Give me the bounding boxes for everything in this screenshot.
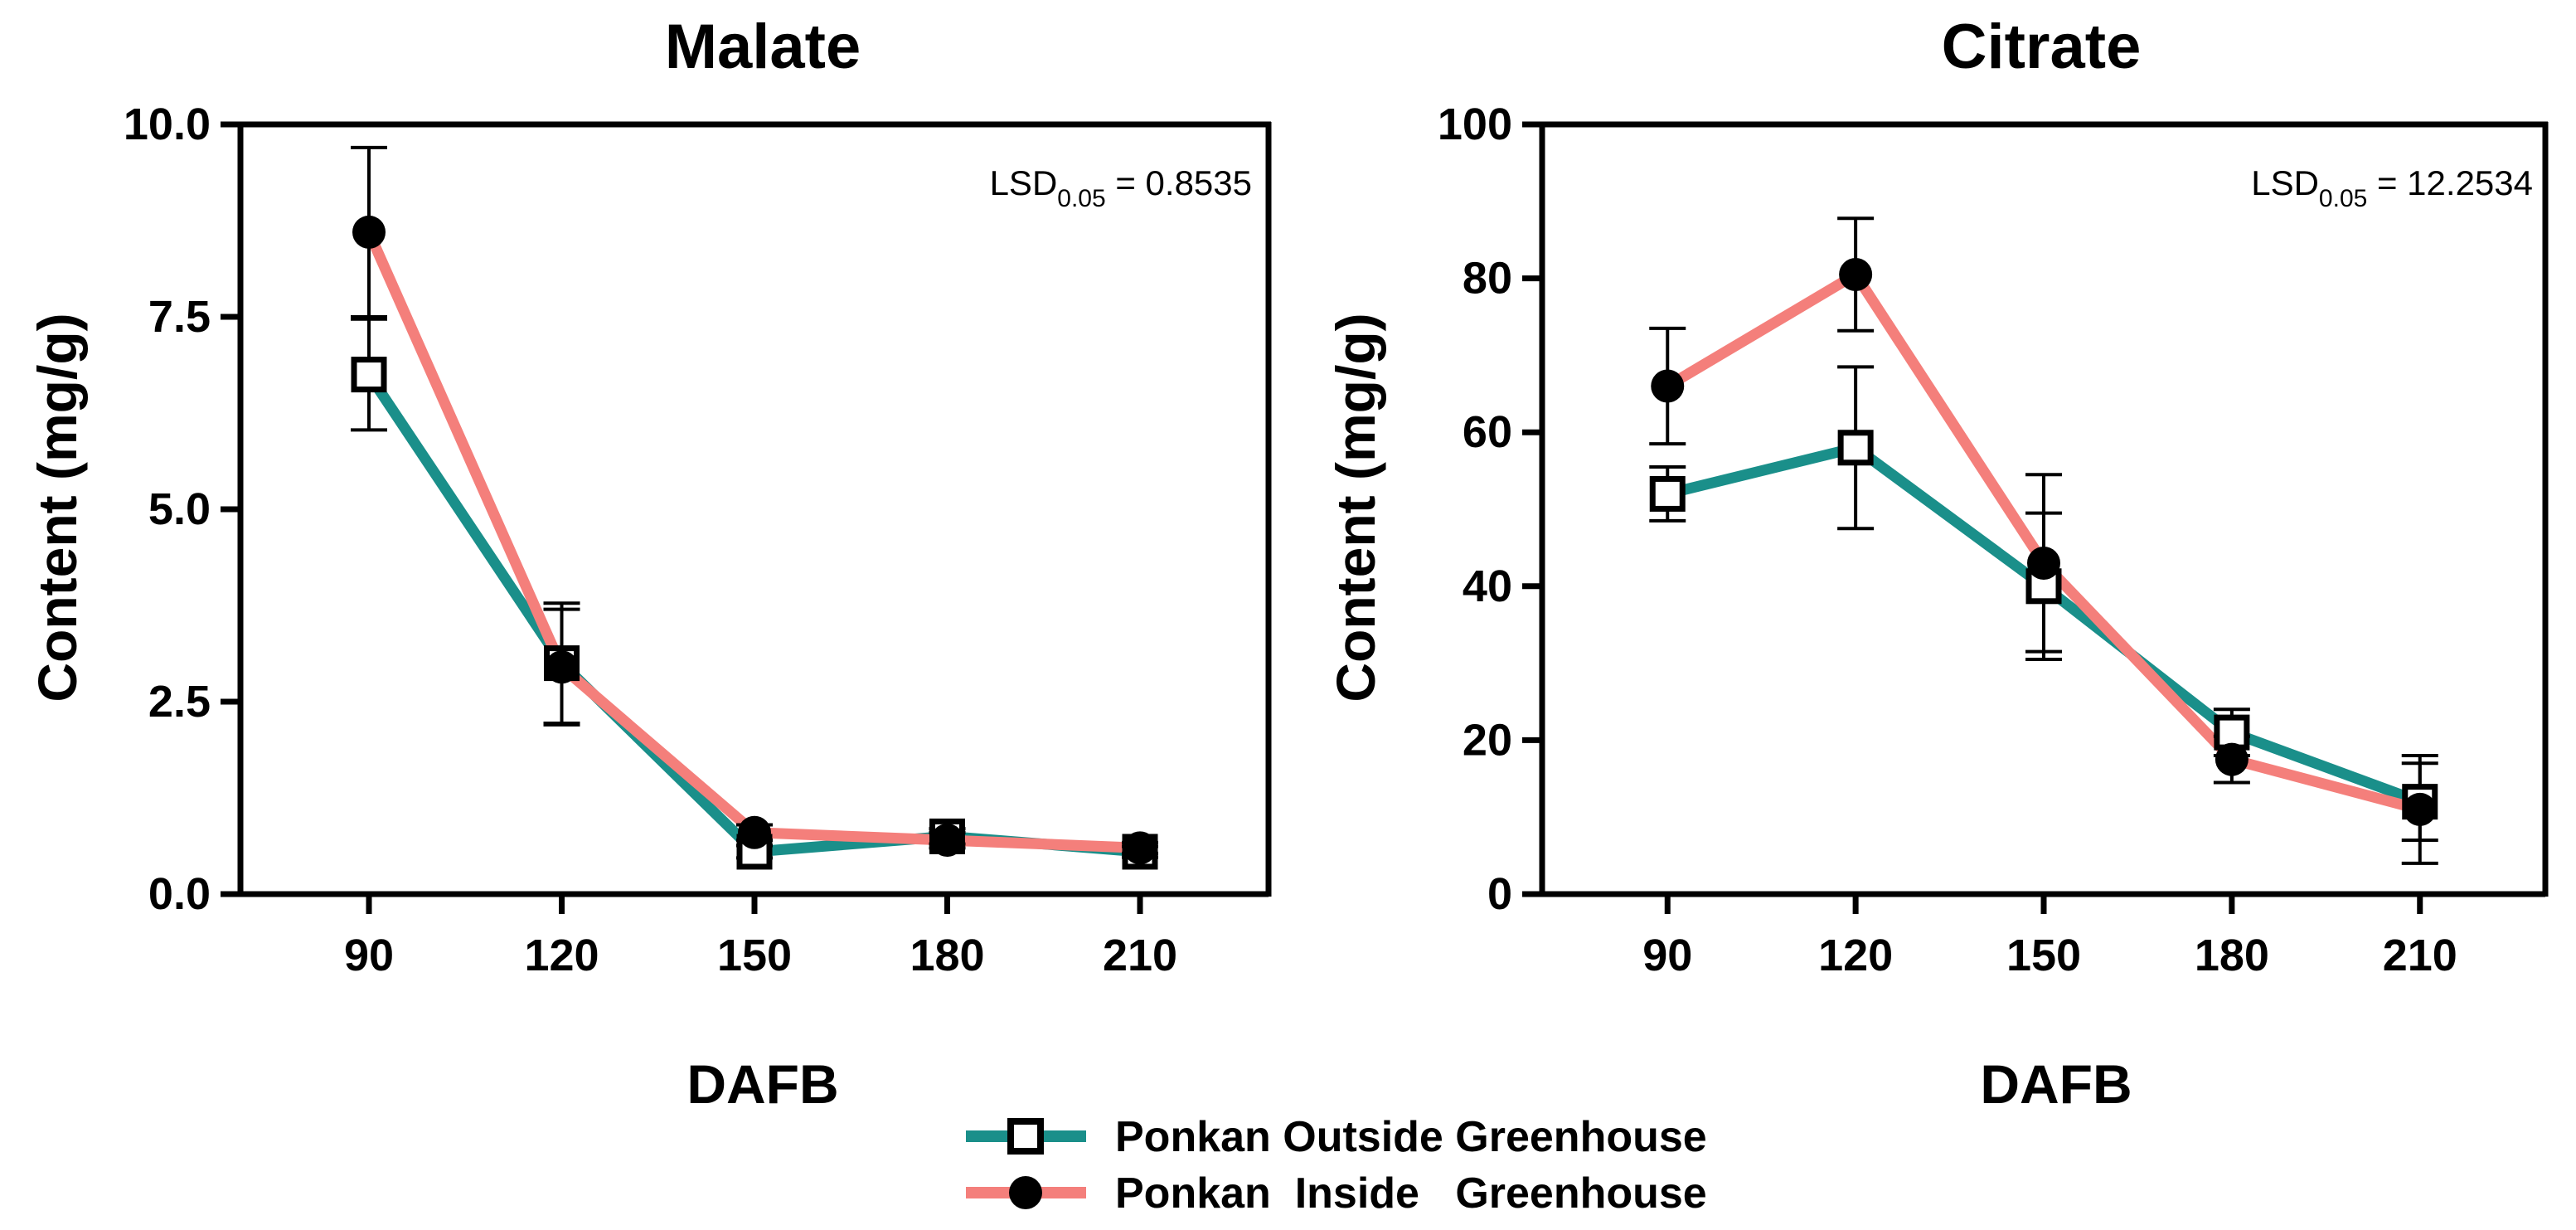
lsd-base: LSD <box>990 163 1058 202</box>
y-tick-label: 0 <box>1487 869 1512 919</box>
lsd-value: = 12.2534 <box>2367 163 2533 202</box>
x-tick-label: 210 <box>2383 931 2457 980</box>
data-point-inside <box>2027 546 2060 580</box>
legend: Ponkan Outside Greenhouse Ponkan Inside … <box>966 1113 1707 1218</box>
legend-item-outside: Ponkan Outside Greenhouse <box>966 1113 1707 1161</box>
lsd-value: = 0.8535 <box>1106 163 1252 202</box>
citrate-chart: Citrate Content (mg/g) DAFB LSD0.05 = 12… <box>1325 12 2549 1115</box>
y-tick-label: 5.0 <box>148 484 211 534</box>
data-point-inside <box>930 824 964 858</box>
y-axis-label: Content (mg/g) <box>1325 313 1386 702</box>
legend-item-inside: Ponkan Inside Greenhouse <box>966 1169 1707 1218</box>
y-tick-label: 60 <box>1463 407 1512 457</box>
data-point-inside <box>352 215 386 249</box>
chart-title: Citrate <box>1942 12 2142 82</box>
x-tick-label: 150 <box>2006 931 2081 980</box>
legend-open-square-icon <box>1007 1118 1044 1155</box>
y-tick-label: 10.0 <box>124 100 211 149</box>
chart-title: Malate <box>665 12 861 82</box>
y-tick-label: 7.5 <box>148 292 211 342</box>
data-point-outside <box>2214 714 2250 751</box>
y-tick-label: 100 <box>1438 100 1512 149</box>
x-tick-label: 180 <box>910 931 984 980</box>
y-tick-label: 20 <box>1463 715 1512 765</box>
lsd-subscript: 0.05 <box>2319 185 2367 212</box>
y-tick-label: 0.0 <box>148 869 211 919</box>
x-tick-label: 90 <box>344 931 394 980</box>
data-point-inside <box>2403 792 2437 826</box>
lsd-annotation: LSD0.05 = 0.8535 <box>990 163 1252 212</box>
legend-label-inside: Ponkan Inside Greenhouse <box>1115 1169 1707 1218</box>
y-tick-label: 80 <box>1463 254 1512 304</box>
x-tick-label: 180 <box>2195 931 2269 980</box>
data-point-inside <box>1123 831 1157 865</box>
x-tick-label: 90 <box>1642 931 1692 980</box>
data-point-inside <box>1839 257 1873 291</box>
data-point-inside <box>1651 369 1685 403</box>
data-point-outside <box>1837 430 1874 466</box>
data-point-inside <box>738 815 771 849</box>
y-tick-label: 2.5 <box>148 677 211 727</box>
data-point-inside <box>545 650 579 684</box>
x-tick-label: 210 <box>1103 931 1177 980</box>
x-tick-label: 120 <box>1818 931 1893 980</box>
legend-filled-circle-icon <box>1009 1176 1042 1209</box>
y-axis-label: Content (mg/g) <box>27 313 88 702</box>
legend-label-outside: Ponkan Outside Greenhouse <box>1115 1113 1707 1161</box>
lsd-base: LSD <box>2251 163 2319 202</box>
malate-chart: Malate Content (mg/g) DAFB LSD0.05 = 0.8… <box>27 12 1272 1115</box>
x-tick-label: 150 <box>717 931 792 980</box>
data-point-outside <box>351 357 387 393</box>
lsd-subscript: 0.05 <box>1057 185 1105 212</box>
x-axis-label: DAFB <box>1980 1053 2132 1115</box>
y-tick-label: 40 <box>1463 562 1512 611</box>
lsd-annotation: LSD0.05 = 12.2534 <box>2251 163 2533 212</box>
data-point-outside <box>1649 475 1686 512</box>
x-tick-label: 120 <box>524 931 599 980</box>
series-line-outside <box>363 369 1146 858</box>
x-axis-label: DAFB <box>686 1053 838 1115</box>
data-point-inside <box>2215 742 2249 776</box>
